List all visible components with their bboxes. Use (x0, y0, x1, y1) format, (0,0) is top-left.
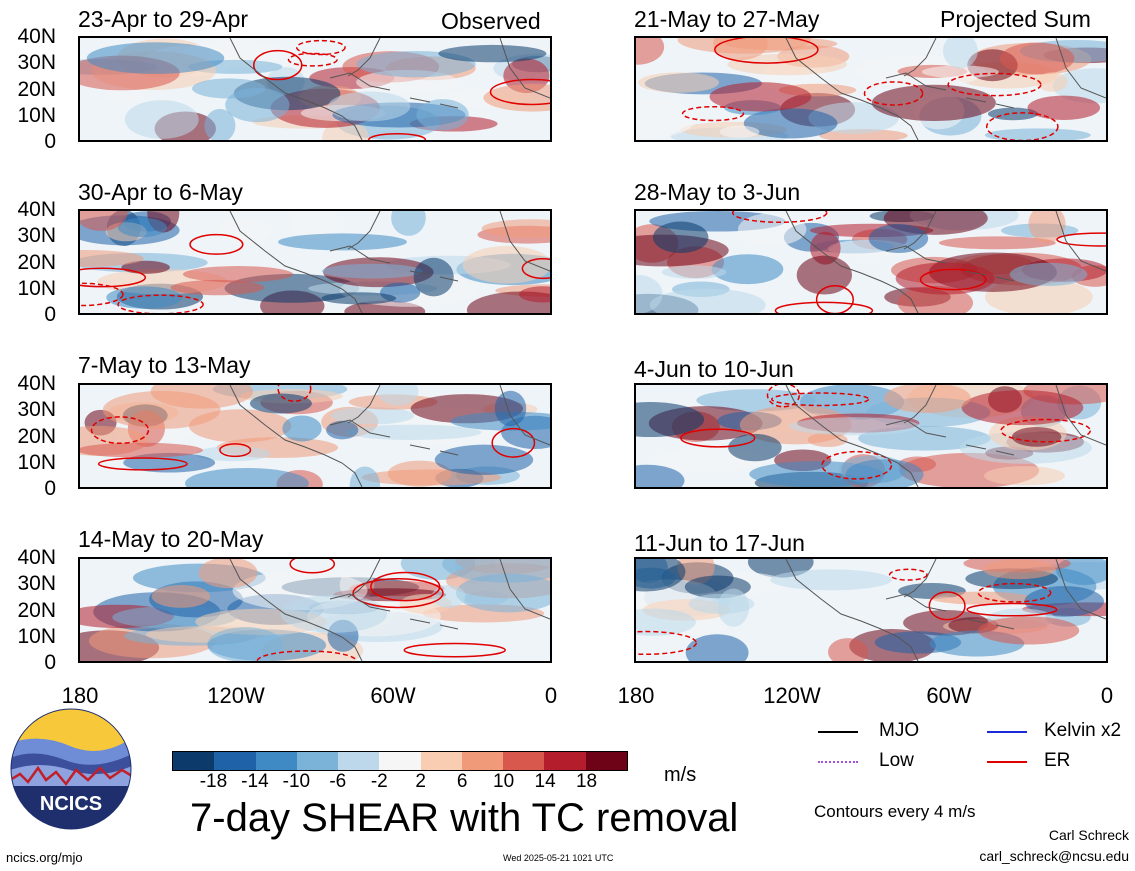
credit-name: Carl Schreck (1048, 827, 1129, 843)
map-panel-projected-4 (634, 557, 1108, 663)
legend-label-mjo: MJO (879, 720, 920, 741)
logo-text: NCICS (40, 793, 102, 815)
panel-title-right-3: 4-Jun to 10-Jun (634, 356, 794, 382)
panel-title-left-1: 23-Apr to 29-Apr (78, 6, 249, 32)
colorbar-swatch (173, 752, 215, 770)
panel-title-right-4: 11-Jun to 17-Jun (634, 530, 805, 556)
colorbar-swatch (255, 752, 297, 770)
colorbar-swatch (214, 752, 256, 770)
x-label: 60W (370, 683, 416, 708)
panel-title-left-3: 7-May to 13-May (78, 352, 251, 378)
y-label: 10N (17, 277, 56, 300)
panel-title-left-4: 14-May to 20-May (78, 526, 264, 552)
colorbar-tick-label: -14 (241, 771, 269, 792)
map-panel-projected-3 (634, 383, 1108, 489)
colorbar-tick-label: 2 (415, 771, 427, 792)
footer-url: ncics.org/mjo (6, 850, 83, 865)
colorbar-tick-label: -2 (370, 771, 388, 792)
colorbar (172, 751, 628, 771)
x-label: 0 (544, 683, 558, 708)
projected-label: Projected Sum (940, 6, 1091, 32)
x-label: 180 (61, 683, 99, 708)
map-panel-projected-2 (634, 209, 1108, 315)
y-label: 0 (44, 477, 56, 500)
x-label: 60W (926, 683, 972, 708)
colorbar-swatch (503, 752, 545, 770)
colorbar-tick-label: -6 (329, 771, 347, 792)
map-panel-observed-3 (78, 383, 552, 489)
legend-label-low: Low (879, 750, 914, 771)
legend-line-kelvin (987, 731, 1027, 733)
legend-label-er: ER (1044, 750, 1071, 771)
y-label: 30N (17, 572, 56, 595)
legend-line-mjo (818, 731, 858, 733)
colorbar-swatch (420, 752, 462, 770)
y-label: 30N (17, 398, 56, 421)
legend-line-low (818, 761, 858, 763)
colorbar-tick-label: 10 (493, 771, 515, 792)
panel-title-right-1: 21-May to 27-May (634, 6, 820, 32)
map-panel-projected-1 (634, 36, 1108, 142)
colorbar-swatch (296, 752, 339, 770)
map-panel-observed-1 (78, 36, 552, 142)
colorbar-unit: m/s (664, 764, 697, 786)
y-label: 0 (44, 303, 56, 326)
y-label: 0 (44, 651, 56, 674)
colorbar-swatch (338, 752, 380, 770)
credit-email: carl_schreck@ncsu.edu (979, 848, 1129, 864)
x-label: 180 (617, 683, 655, 708)
ncics-logo: NCICS (10, 708, 132, 830)
map-panel-observed-4 (78, 557, 552, 663)
y-label: 10N (17, 625, 56, 648)
x-label: 120W (763, 683, 821, 708)
colorbar-swatch (544, 752, 586, 770)
y-label: 20N (17, 425, 56, 448)
legend-label-kelvin: Kelvin x2 (1044, 720, 1122, 741)
observed-label: Observed (441, 8, 541, 34)
colorbar-tick-label: 14 (534, 771, 556, 792)
colorbar-tick-label: 6 (456, 771, 468, 792)
y-label: 10N (17, 104, 56, 127)
legend-line-er (987, 761, 1027, 763)
y-label: 30N (17, 224, 56, 247)
y-label: 40N (17, 198, 56, 221)
colorbar-tick-label: -18 (199, 771, 228, 792)
footer-timestamp: Wed 2025-05-21 1021 UTC (503, 853, 614, 863)
panel-title-left-2: 30-Apr to 6-May (78, 179, 243, 205)
y-label: 20N (17, 78, 56, 101)
y-label: 40N (17, 372, 56, 395)
y-label: 0 (44, 130, 56, 153)
panel-title-right-2: 28-May to 3-Jun (634, 179, 801, 205)
colorbar-swatch (379, 752, 421, 770)
figure-title: 7-day SHEAR with TC removal (190, 796, 739, 840)
y-label: 30N (17, 51, 56, 74)
x-label: 120W (207, 683, 265, 708)
colorbar-tick-label: -10 (282, 771, 311, 792)
colorbar-swatch (585, 752, 627, 770)
y-label: 20N (17, 251, 56, 274)
y-label: 40N (17, 25, 56, 48)
y-label: 40N (17, 546, 56, 569)
contour-note: Contours every 4 m/s (814, 802, 976, 821)
y-label: 10N (17, 451, 56, 474)
colorbar-tick-label: 18 (575, 771, 598, 792)
x-label: 0 (1100, 683, 1114, 708)
colorbar-swatch (461, 752, 504, 770)
map-panel-observed-2 (78, 209, 552, 315)
y-label: 20N (17, 599, 56, 622)
